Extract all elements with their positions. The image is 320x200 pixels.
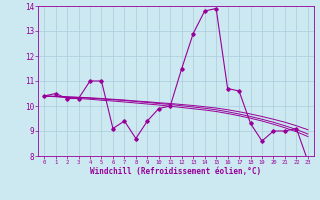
X-axis label: Windchill (Refroidissement éolien,°C): Windchill (Refroidissement éolien,°C): [91, 167, 261, 176]
